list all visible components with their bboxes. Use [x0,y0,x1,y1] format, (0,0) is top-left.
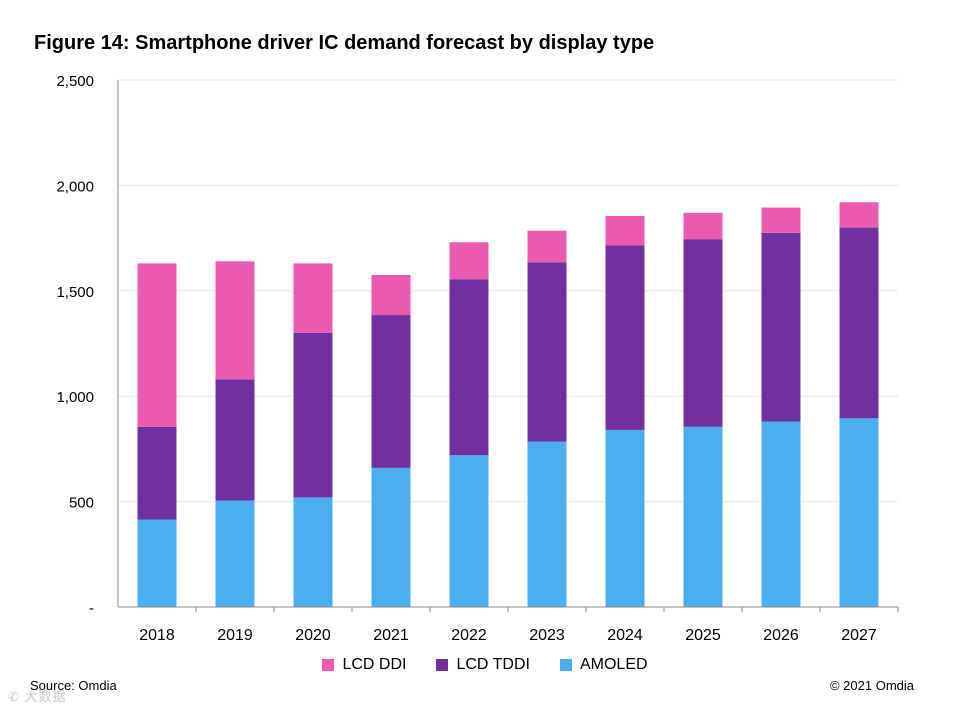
bar-segment-lcd-tddi [683,239,723,427]
bar-segment-amoled [527,441,567,607]
legend-label-amoled: AMOLED [579,656,648,673]
source-note: Source: Omdia [30,678,117,693]
bar-segment-amoled [137,519,177,607]
chart-title: Figure 14: Smartphone driver IC demand f… [34,32,655,54]
legend-item-lcd-ddi: LCD DDI [322,656,406,674]
bar-segment-amoled [215,500,255,607]
bar-segment-lcd-ddi [215,261,255,380]
bar-segment-lcd-ddi [683,212,723,240]
x-tick-label: 2022 [451,627,487,644]
watermark-text: 大数据 [24,689,67,704]
y-tick-label: 500 [69,495,94,512]
copyright-note: © 2021 Omdia [829,678,914,693]
y-tick-label: 1,500 [56,284,94,301]
x-tick-label: 2026 [763,627,799,644]
bar-segment-lcd-ddi [839,202,879,228]
bar-segment-amoled [293,497,333,607]
y-tick-label: 2,000 [56,178,94,195]
bar-segment-amoled [839,418,879,607]
legend-item-amoled: AMOLED [559,656,648,674]
x-tick-label: 2019 [217,627,253,644]
legend-label-lcd-tddi: LCD TDDI [456,656,530,673]
bars [137,202,879,607]
bar-segment-lcd-ddi [137,263,177,427]
legend-swatch-lcd-tddi [436,659,449,671]
bar-segment-amoled [761,421,801,607]
bar-segment-amoled [683,426,723,607]
bar-segment-lcd-ddi [449,242,489,280]
bar-segment-lcd-ddi [293,263,333,333]
legend-swatch-amoled [559,659,572,671]
x-tick-label: 2018 [139,627,175,644]
axes [117,80,899,612]
watermark: ✆ 大数据 [8,686,67,705]
x-tick-label: 2020 [295,627,331,644]
bar-segment-amoled [371,467,411,607]
y-tick-label: 1,000 [56,389,94,406]
bar-segment-lcd-ddi [761,207,801,233]
legend-swatch-lcd-ddi [322,659,335,671]
bar-segment-lcd-tddi [371,315,411,468]
y-tick-label: - [89,600,94,617]
x-tick-label: 2023 [529,627,565,644]
bar-segment-amoled [605,429,645,607]
y-tick-label: 2,500 [56,73,94,90]
bar-segment-lcd-tddi [527,262,567,442]
x-tick-label: 2025 [685,627,721,644]
x-tick-label: 2024 [607,627,643,644]
legend: LCD DDI LCD TDDI AMOLED [0,656,970,674]
bar-segment-lcd-ddi [371,274,411,316]
bar-segment-lcd-ddi [527,230,567,263]
chat-bubble-icon: ✆ [8,689,20,704]
bar-segment-lcd-tddi [761,232,801,422]
bar-segment-lcd-tddi [293,332,333,498]
x-tick-label: 2027 [841,627,877,644]
bar-segment-amoled [449,455,489,607]
legend-item-lcd-tddi: LCD TDDI [436,656,530,674]
bar-segment-lcd-tddi [137,426,177,520]
bar-segment-lcd-tddi [605,245,645,430]
legend-label-lcd-ddi: LCD DDI [342,656,407,673]
bar-segment-lcd-tddi [839,227,879,419]
bar-segment-lcd-tddi [449,279,489,456]
x-tick-label: 2021 [373,627,409,644]
bar-segment-lcd-tddi [215,379,255,501]
bar-segment-lcd-ddi [605,215,645,246]
tick-labels: - 500 1,000 1,500 2,000 2,500 2018 2019 2020 2021… [56,73,876,644]
